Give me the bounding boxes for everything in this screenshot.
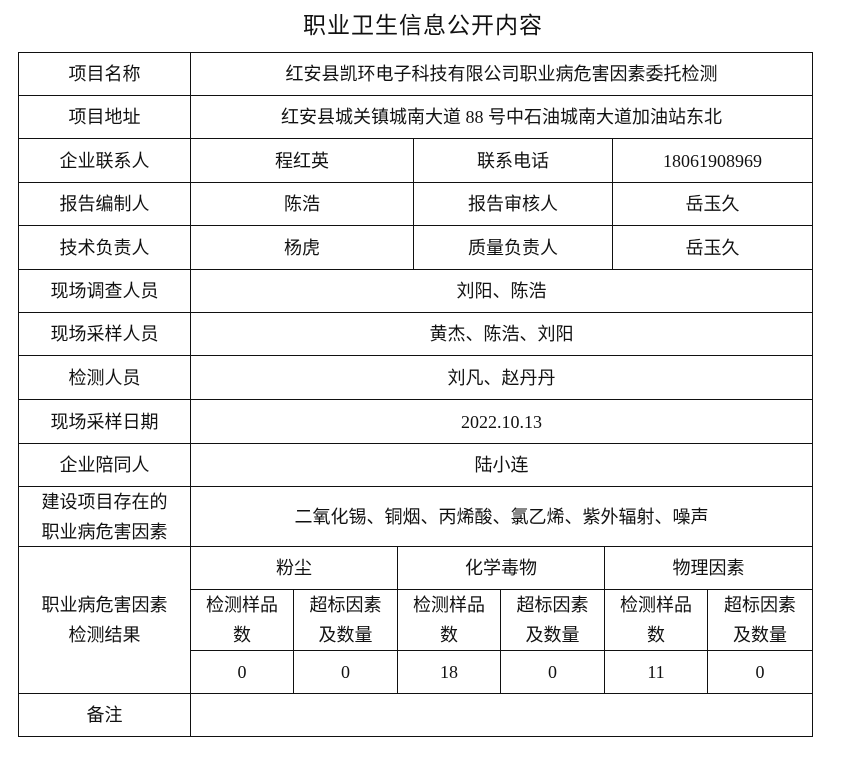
testers-label: 检测人员 xyxy=(18,355,191,400)
escort-label: 企业陪同人 xyxy=(18,443,191,487)
project-name-label: 项目名称 xyxy=(18,52,191,96)
header-line1: 检测样品 xyxy=(206,595,278,615)
phone-label: 联系电话 xyxy=(413,138,613,183)
survey-staff-label: 现场调查人员 xyxy=(18,269,191,313)
header-line2: 数 xyxy=(647,625,665,645)
header-line1: 检测样品 xyxy=(620,595,692,615)
header-line1: 超标因素 xyxy=(516,595,589,615)
group-dust: 粉尘 xyxy=(190,546,398,590)
hazards-label-line2: 职业病危害因素 xyxy=(41,521,168,542)
group-physical: 物理因素 xyxy=(604,546,813,590)
sampling-date-label: 现场采样日期 xyxy=(18,399,191,444)
survey-staff-value: 刘阳、陈浩 xyxy=(190,269,813,313)
sampling-date-value: 2022.10.13 xyxy=(190,399,813,444)
dust-sample-count: 0 xyxy=(190,650,294,694)
project-address-value: 红安县城关镇城南大道 88 号中石油城南大道加油站东北 xyxy=(190,95,813,139)
group-chemical: 化学毒物 xyxy=(397,546,605,590)
dust-exceed-header: 超标因素 及数量 xyxy=(293,589,398,651)
page-title: 职业卫生信息公开内容 xyxy=(303,13,543,38)
header-line2: 及数量 xyxy=(525,625,580,645)
header-line1: 超标因素 xyxy=(309,595,382,615)
report-author-label: 报告编制人 xyxy=(18,182,191,226)
results-label-line2: 检测结果 xyxy=(68,625,141,645)
contact-label: 企业联系人 xyxy=(18,138,191,183)
hazards-label: 建设项目存在的 职业病危害因素 xyxy=(18,486,191,547)
testers-value: 刘凡、赵丹丹 xyxy=(190,355,813,400)
hazards-label-line1: 建设项目存在的 xyxy=(41,491,168,512)
header-line2: 数 xyxy=(440,625,458,645)
report-reviewer-value: 岳玉久 xyxy=(612,182,813,226)
chemical-exceed-count: 0 xyxy=(500,650,605,694)
quality-lead-value: 岳玉久 xyxy=(612,225,813,270)
header-line2: 及数量 xyxy=(318,625,373,645)
contact-value: 程红英 xyxy=(190,138,414,183)
phone-value: 18061908969 xyxy=(612,138,813,183)
tech-lead-label: 技术负责人 xyxy=(18,225,191,270)
physical-exceed-count: 0 xyxy=(707,650,813,694)
results-label-line1: 职业病危害因素 xyxy=(41,595,168,615)
physical-sample-count: 11 xyxy=(604,650,708,694)
results-label: 职业病危害因素 检测结果 xyxy=(18,546,191,694)
dust-exceed-count: 0 xyxy=(293,650,398,694)
remarks-value xyxy=(190,693,813,737)
tech-lead-value: 杨虎 xyxy=(190,225,414,270)
hazards-value: 二氧化锡、铜烟、丙烯酸、氯乙烯、紫外辐射、噪声 xyxy=(190,486,813,547)
chemical-sample-count: 18 xyxy=(397,650,501,694)
header-line1: 检测样品 xyxy=(413,595,485,615)
chemical-exceed-header: 超标因素 及数量 xyxy=(500,589,605,651)
report-author-value: 陈浩 xyxy=(190,182,414,226)
report-reviewer-label: 报告审核人 xyxy=(413,182,613,226)
chemical-sample-count-header: 检测样品数 xyxy=(397,589,501,651)
project-address-label: 项目地址 xyxy=(18,95,191,139)
quality-lead-label: 质量负责人 xyxy=(413,225,613,270)
physical-sample-count-header: 检测样品数 xyxy=(604,589,708,651)
header-line1: 超标因素 xyxy=(724,595,796,615)
project-name-value: 红安县凯环电子科技有限公司职业病危害因素委托检测 xyxy=(190,52,813,96)
dust-sample-count-header: 检测样品数 xyxy=(190,589,294,651)
sampling-staff-value: 黄杰、陈浩、刘阳 xyxy=(190,312,813,356)
header-line2: 及数量 xyxy=(733,625,787,645)
physical-exceed-header: 超标因素 及数量 xyxy=(707,589,813,651)
remarks-label: 备注 xyxy=(18,693,191,737)
header-line2: 数 xyxy=(233,625,251,645)
sampling-staff-label: 现场采样人员 xyxy=(18,312,191,356)
escort-value: 陆小连 xyxy=(190,443,813,487)
